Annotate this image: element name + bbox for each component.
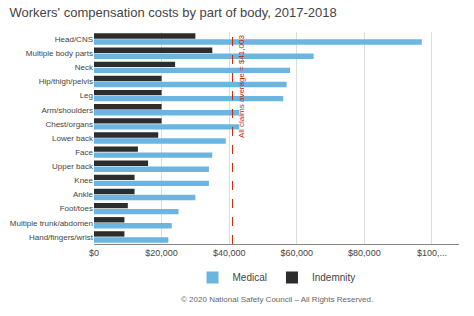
svg-text:$0: $0	[89, 248, 99, 258]
svg-text:$40,000: $40,000	[213, 248, 246, 258]
svg-text:Leg: Leg	[80, 91, 93, 100]
svg-text:Head/CNS: Head/CNS	[55, 35, 93, 44]
svg-text:© 2020 National Safety Council: © 2020 National Safety Council – All Rig…	[181, 295, 373, 304]
svg-text:Knee: Knee	[74, 176, 93, 185]
svg-text:$100,...: $100,...	[417, 248, 447, 258]
svg-text:Upper back: Upper back	[52, 162, 94, 171]
svg-text:Medical: Medical	[233, 272, 267, 283]
svg-text:Workers' compensation costs by: Workers' compensation costs by part of b…	[9, 5, 336, 20]
svg-text:$60,000: $60,000	[281, 248, 314, 258]
svg-text:Multiple trunk/abdomen: Multiple trunk/abdomen	[10, 219, 93, 228]
svg-text:Hip/thigh/pelvis: Hip/thigh/pelvis	[39, 77, 93, 86]
svg-text:Neck: Neck	[75, 63, 94, 72]
svg-text:Indemnity: Indemnity	[312, 272, 355, 283]
svg-text:$20,000: $20,000	[145, 248, 178, 258]
svg-text:$80,000: $80,000	[348, 248, 381, 258]
svg-text:All claims average = $41,003: All claims average = $41,003	[237, 35, 246, 139]
svg-text:Lower back: Lower back	[52, 134, 94, 143]
svg-text:Hand/fingers/wrist: Hand/fingers/wrist	[29, 233, 94, 242]
svg-text:Face: Face	[75, 148, 93, 157]
svg-text:Ankle: Ankle	[73, 190, 94, 199]
svg-text:Multiple body parts: Multiple body parts	[26, 49, 93, 58]
svg-text:Foot/toes: Foot/toes	[60, 204, 93, 213]
svg-text:Arm/shoulders: Arm/shoulders	[41, 106, 93, 115]
svg-text:Chest/organs: Chest/organs	[45, 120, 93, 129]
